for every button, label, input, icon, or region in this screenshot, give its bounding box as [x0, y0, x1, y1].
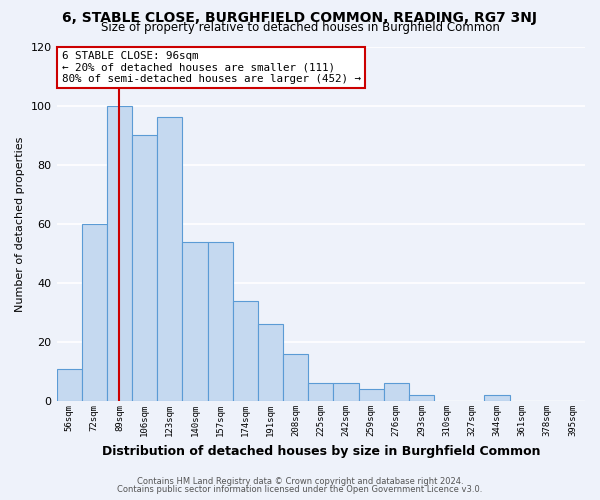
Bar — [107, 106, 132, 401]
Bar — [308, 384, 334, 401]
Text: Contains HM Land Registry data © Crown copyright and database right 2024.: Contains HM Land Registry data © Crown c… — [137, 477, 463, 486]
Bar — [182, 242, 208, 401]
X-axis label: Distribution of detached houses by size in Burghfield Common: Distribution of detached houses by size … — [101, 444, 540, 458]
Bar — [157, 118, 182, 401]
Bar — [283, 354, 308, 401]
Bar — [409, 395, 434, 401]
Bar — [82, 224, 107, 401]
Bar — [258, 324, 283, 401]
Bar — [56, 368, 82, 401]
Bar — [208, 242, 233, 401]
Y-axis label: Number of detached properties: Number of detached properties — [15, 136, 25, 312]
Bar — [359, 390, 383, 401]
Text: 6, STABLE CLOSE, BURGHFIELD COMMON, READING, RG7 3NJ: 6, STABLE CLOSE, BURGHFIELD COMMON, READ… — [62, 11, 538, 25]
Bar — [233, 300, 258, 401]
Bar — [383, 384, 409, 401]
Bar — [334, 384, 359, 401]
Text: 6 STABLE CLOSE: 96sqm
← 20% of detached houses are smaller (111)
80% of semi-det: 6 STABLE CLOSE: 96sqm ← 20% of detached … — [62, 51, 361, 84]
Bar — [132, 135, 157, 401]
Bar — [484, 395, 509, 401]
Text: Contains public sector information licensed under the Open Government Licence v3: Contains public sector information licen… — [118, 484, 482, 494]
Text: Size of property relative to detached houses in Burghfield Common: Size of property relative to detached ho… — [101, 22, 499, 35]
